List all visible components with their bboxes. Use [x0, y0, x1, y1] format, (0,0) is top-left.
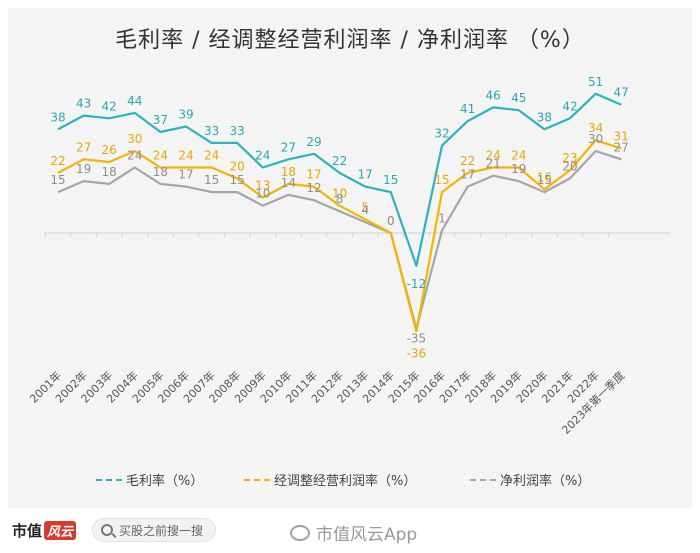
search-box[interactable]: 买股之前搜一搜: [92, 518, 216, 542]
data-label: 32: [434, 127, 449, 141]
data-label: 22: [50, 154, 65, 168]
legend-item-gross-margin: 毛利率（%）: [96, 470, 203, 489]
data-label: 27: [76, 140, 91, 154]
data-label: 19: [511, 162, 526, 176]
legend-swatch-adjusted-operating-margin: [244, 478, 270, 481]
data-label: 26: [102, 143, 117, 157]
legend-label-gross-margin: 毛利率（%）: [126, 474, 204, 489]
data-label: 24: [511, 148, 526, 162]
data-label: 20: [230, 159, 245, 173]
data-label: 24: [153, 148, 168, 162]
data-label: 1: [438, 211, 446, 225]
data-label: 15: [204, 173, 219, 187]
chart-title: 毛利率 / 经调整经营利润率 / 净利润率 （%）: [115, 28, 585, 53]
data-label: -36: [407, 346, 427, 360]
legend-swatch-net-margin: [470, 478, 496, 481]
data-label: 15: [230, 173, 245, 187]
data-label: 24: [178, 148, 193, 162]
data-label: 27: [281, 140, 296, 154]
data-label: -12: [407, 277, 427, 291]
data-label: 39: [178, 108, 193, 122]
data-label: 46: [486, 88, 501, 102]
data-label: 44: [127, 94, 142, 108]
watermark-text: 市值风云App: [316, 525, 418, 545]
series-line-2: [57, 150, 622, 330]
data-label: 37: [153, 113, 168, 127]
data-label: 18: [281, 165, 296, 179]
data-label: 24: [255, 148, 270, 162]
data-label: 5: [361, 200, 369, 214]
data-label: 42: [562, 99, 577, 113]
data-label: 8: [336, 192, 344, 206]
data-label: 23: [562, 151, 577, 165]
data-label: 33: [230, 124, 245, 138]
data-label: 17: [358, 168, 373, 182]
series-line-1: [57, 139, 622, 333]
data-label: 45: [511, 91, 526, 105]
legend-label-net-margin: 净利润率（%）: [500, 474, 591, 489]
brand-logo: 市值 风云: [12, 520, 77, 541]
data-label: 30: [588, 132, 603, 146]
data-label: 4: [361, 203, 369, 217]
data-label: 20: [562, 159, 577, 173]
legend-item-adjusted-operating-margin: 经调整经营利润率（%）: [244, 470, 416, 489]
data-label: 42: [102, 99, 117, 113]
data-label: 51: [588, 75, 603, 89]
legend-item-net-margin: 净利润率（%）: [470, 470, 590, 489]
data-label: 13: [255, 179, 270, 193]
data-label: 10: [255, 187, 270, 201]
data-label: 24: [204, 148, 219, 162]
data-label: 34: [588, 121, 603, 135]
data-label: 10: [332, 187, 347, 201]
legend-label-adjusted-operating-margin: 经调整经营利润率（%）: [274, 474, 417, 489]
data-label: -35: [407, 332, 427, 346]
data-label: 15: [537, 173, 552, 187]
weibo-icon: [290, 524, 310, 541]
data-label: 17: [306, 168, 321, 182]
data-label: 22: [460, 154, 475, 168]
data-label: 18: [153, 165, 168, 179]
footer-bar: 市值 风云 买股之前搜一搜 市值风云App: [0, 510, 700, 553]
data-label: 15: [434, 173, 449, 187]
search-icon: [101, 524, 113, 536]
chart-frame: [8, 8, 692, 508]
data-label: 41: [460, 102, 475, 116]
legend-swatch-gross-margin: [96, 478, 122, 481]
data-label: 38: [537, 110, 552, 124]
data-label: 15: [50, 173, 65, 187]
chart-legend: 毛利率（%） 经调整经营利润率（%） 净利润率（%）: [0, 470, 700, 492]
data-label: 0: [387, 214, 395, 228]
data-label: 24: [486, 148, 501, 162]
data-label: 15: [383, 173, 398, 187]
data-label: 17: [460, 168, 475, 182]
data-label: 19: [76, 162, 91, 176]
app-watermark: 市值风云App: [290, 520, 417, 545]
brand-text: 市值: [12, 522, 43, 540]
data-label: 29: [306, 135, 321, 149]
data-label: 14: [281, 176, 296, 190]
data-label: 47: [614, 86, 629, 100]
data-label: 33: [204, 124, 219, 138]
search-placeholder: 买股之前搜一搜: [119, 523, 204, 538]
data-label: 17: [178, 168, 193, 182]
data-label: 12: [306, 181, 321, 195]
data-label: 30: [127, 132, 142, 146]
data-label: 18: [102, 165, 117, 179]
data-label: 31: [614, 129, 629, 143]
data-label: 0: [387, 214, 395, 228]
data-label: 38: [50, 110, 65, 124]
data-label: 43: [76, 97, 91, 111]
brand-mark: 风云: [44, 521, 77, 540]
series-line-0: [57, 92, 622, 267]
data-label: 24: [127, 148, 142, 162]
data-label: 16: [537, 170, 552, 184]
data-label: 22: [332, 154, 347, 168]
data-label: 27: [614, 140, 629, 154]
data-label: 21: [486, 157, 501, 171]
